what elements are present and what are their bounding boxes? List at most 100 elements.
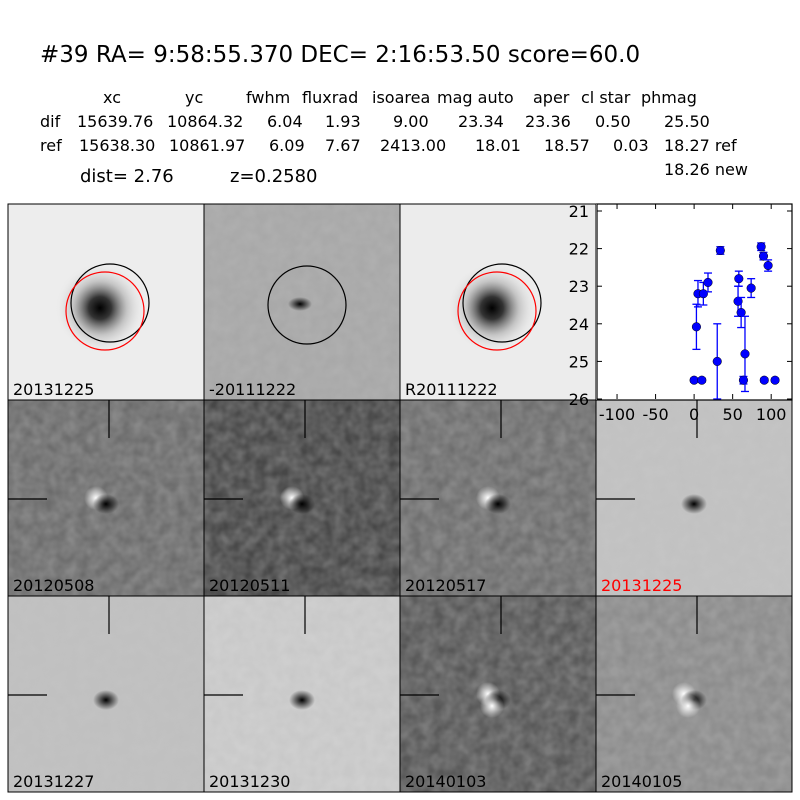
stamp-date-label: 20131225 — [601, 576, 682, 595]
data-point — [759, 375, 769, 385]
candidate-title: #39 RA= 9:58:55.370 DEC= 2:16:53.50 scor… — [40, 42, 641, 68]
marker — [736, 307, 746, 318]
galaxy-source — [55, 263, 145, 353]
table-cell: 10864.32 — [167, 112, 244, 131]
marker — [703, 277, 713, 287]
column-header: isoarea — [372, 88, 431, 107]
negative-lobe — [93, 494, 119, 514]
column-header: aper — [533, 88, 570, 107]
marker — [758, 251, 769, 261]
y-tick-label: 25 — [569, 352, 589, 371]
x-tick-label: 0 — [689, 405, 699, 424]
x-tick-label: 100 — [756, 405, 787, 424]
stamp-panel-stamp[interactable]: 20120517 — [399, 399, 597, 597]
data-point — [697, 375, 707, 385]
table-cell: 15638.30 — [79, 136, 156, 155]
marker — [691, 322, 701, 332]
data-point — [763, 259, 773, 272]
data-point — [740, 315, 750, 393]
table-cell: 10861.97 — [169, 136, 246, 155]
column-header: phmag — [641, 88, 697, 107]
residual-source — [288, 297, 312, 311]
galaxy-source — [447, 263, 537, 353]
column-header: yc — [185, 88, 204, 107]
data-point — [715, 245, 725, 256]
marker — [763, 260, 773, 271]
marker — [770, 375, 780, 385]
data-point — [770, 375, 780, 385]
redshift-value: z=0.2580 — [230, 166, 318, 187]
stamp-date-label: 20140103 — [405, 772, 486, 791]
stamp-date-label: 20120517 — [405, 576, 486, 595]
stamp-date-label: R20111222 — [405, 380, 498, 399]
column-header: fluxrad — [302, 88, 359, 107]
data-point — [691, 303, 701, 351]
data-point — [689, 375, 699, 385]
stamp-date-label: 20131225 — [13, 380, 94, 399]
marker — [738, 375, 748, 385]
stamp-panel-stamp[interactable]: 20131227 — [7, 595, 205, 793]
table-cell: 18.01 — [475, 136, 521, 155]
black-circle-marker — [462, 263, 542, 343]
x-tick-label: -100 — [599, 405, 635, 424]
marker — [746, 283, 756, 293]
table-cell: 0.50 — [595, 112, 631, 131]
stamp-panel-stamp[interactable]: 20131230 — [203, 595, 401, 793]
stamp-panel-stamp[interactable]: 20140105 — [595, 595, 793, 793]
red-circle-marker — [65, 271, 145, 351]
x-tick-label: -50 — [643, 405, 669, 424]
positive-lobe — [676, 694, 700, 718]
table-cell: 6.09 — [269, 136, 305, 155]
stamp-date-label: 20131230 — [209, 772, 290, 791]
light-curve-plot: 21 22 23 24 25 26 -100 -50 0 50 100 — [569, 202, 793, 424]
marker — [712, 356, 722, 366]
table-cell: 15639.76 — [77, 112, 154, 131]
column-header: fwhm — [246, 88, 291, 107]
y-tick-label: 23 — [569, 277, 589, 296]
data-point — [734, 270, 744, 287]
stamp-date-label: -20111222 — [209, 380, 296, 399]
column-header: xc — [103, 88, 121, 107]
table-cell: 23.36 — [525, 112, 571, 131]
table-cell: 9.00 — [393, 112, 429, 131]
red-circle-marker — [457, 271, 537, 351]
stamp-panel-ref[interactable]: R20111222 — [399, 203, 597, 401]
negative-lobe — [485, 494, 511, 514]
positive-lobe — [480, 694, 504, 718]
table-cell: 0.03 — [613, 136, 649, 155]
x-tick-label: 50 — [722, 405, 742, 424]
data-point — [758, 251, 769, 261]
distance-value: dist= 2.76 — [80, 166, 174, 187]
marker — [698, 289, 708, 299]
data-point — [736, 296, 746, 329]
marker — [759, 375, 769, 385]
stamp-panel-stamp[interactable]: 20120508 — [7, 399, 205, 597]
stamp-date-label: 20140105 — [601, 772, 682, 791]
stamp-date-label: 20120508 — [13, 576, 94, 595]
stamp-panel-stamp[interactable]: 20131225 — [595, 399, 793, 597]
stamp-panel-diff[interactable]: -20111222 — [203, 203, 401, 401]
y-tick-label: 26 — [569, 390, 589, 409]
table-cell: 7.67 — [325, 136, 361, 155]
negative-lobe — [289, 494, 315, 514]
table-cell: 2413.00 — [380, 136, 447, 155]
marker — [697, 375, 707, 385]
plot-frame — [596, 203, 793, 401]
data-point — [712, 323, 722, 400]
table-cell: 6.04 — [267, 112, 303, 131]
stamp-panel-new[interactable]: 20131225 — [7, 203, 205, 401]
stamp-panel-stamp[interactable]: 20120511 — [203, 399, 401, 597]
marker — [715, 245, 725, 256]
stamp-panel-stamp[interactable]: 20140103 — [399, 595, 597, 793]
black-circle-marker — [267, 265, 347, 345]
row-label: dif — [40, 112, 61, 131]
stamp-date-label: 20131227 — [13, 772, 94, 791]
column-header: mag auto — [437, 88, 514, 107]
table-cell: 25.50 — [664, 112, 710, 131]
table-cell: 23.34 — [458, 112, 504, 131]
negative-lobe — [93, 690, 119, 710]
y-tick-label: 21 — [569, 202, 589, 221]
data-point — [703, 272, 713, 293]
